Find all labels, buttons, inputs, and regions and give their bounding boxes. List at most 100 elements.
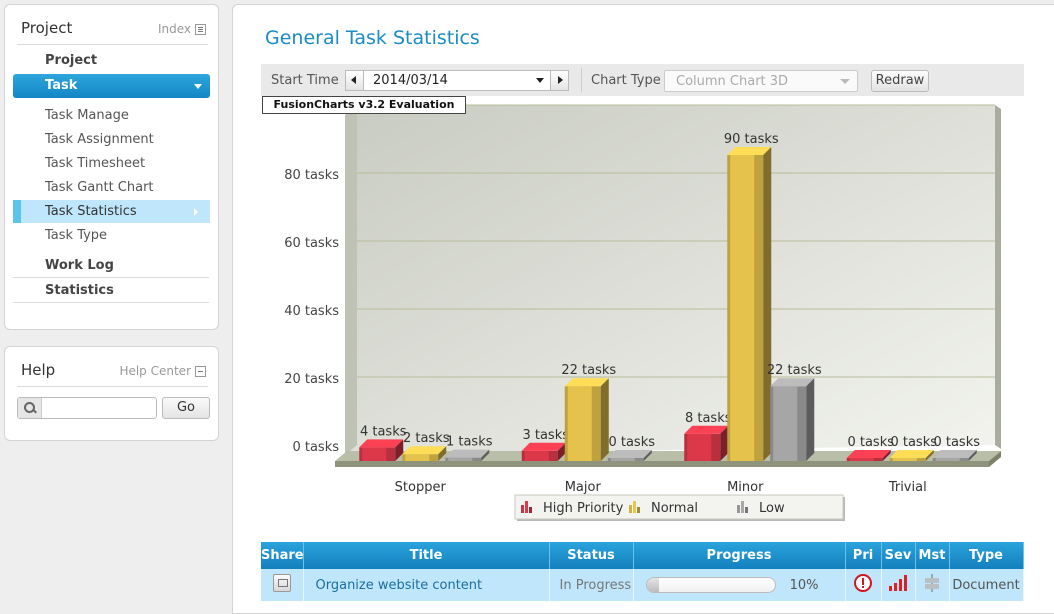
chart-type-value[interactable]: Column Chart 3D (676, 74, 789, 89)
legend-swatch-bar (741, 501, 744, 513)
bar-top (564, 378, 609, 387)
help-search-input[interactable] (17, 397, 157, 419)
bar-top (607, 450, 652, 458)
chart-bar (402, 446, 447, 461)
chart-legend (514, 494, 844, 520)
bar-top (846, 450, 891, 458)
column-header-status[interactable]: Status (549, 542, 634, 569)
help-center-link[interactable]: Help Center (119, 364, 206, 378)
calendar-dropdown-icon[interactable] (536, 78, 544, 83)
bar-top (521, 442, 566, 451)
start-time-field[interactable]: 2014/03/14 (345, 70, 569, 91)
legend-swatch-bar (629, 505, 632, 513)
column-header-type[interactable]: Type (949, 542, 1024, 569)
legend-swatch-icon (629, 501, 640, 513)
bar-front-highlight (405, 454, 430, 461)
nav-section-task[interactable]: Task (13, 74, 210, 98)
bar-side (763, 147, 772, 461)
column-header-progress[interactable]: Progress (633, 542, 846, 569)
chart-bar (359, 439, 404, 461)
data-label: 0 tasks (933, 435, 980, 450)
legend-label: Normal (651, 501, 698, 516)
chevron-down-icon[interactable] (839, 75, 851, 87)
data-label: 2 tasks (403, 431, 450, 446)
legend-label: High Priority (543, 501, 624, 516)
index-link-label[interactable]: Index (157, 22, 191, 36)
nav-section-project[interactable]: Project (45, 53, 98, 68)
data-label: 0 tasks (890, 435, 937, 450)
column-header-share[interactable]: Share (261, 542, 304, 569)
bar-front-highlight (610, 458, 635, 461)
bar-front-highlight (773, 386, 798, 461)
chart-bar (564, 378, 609, 461)
legend-swatch-bar (637, 507, 640, 513)
data-label: 1 tasks (446, 435, 493, 450)
chevron-down-icon (194, 84, 202, 89)
chart-type-select[interactable]: Column Chart 3D (664, 70, 858, 92)
task-statistics-chart: 0 tasks 20 tasks 40 tasks 60 tasks 80 tasks 1… (276, 100, 1001, 521)
bar-front-highlight (730, 155, 755, 461)
bar-top (359, 439, 404, 448)
sidebar-item-task-type[interactable]: Task Type (45, 228, 108, 243)
task-table: Share Title Status Progress Pri Sev Mst … (261, 542, 1024, 601)
category-label: Major (565, 480, 602, 495)
index-link[interactable]: Index (158, 22, 206, 36)
chart-plot-area (357, 105, 995, 445)
column-header-pri[interactable]: Pri (845, 542, 882, 569)
bar-side (395, 439, 404, 461)
share-icon[interactable] (272, 574, 291, 592)
bar-side (720, 425, 729, 461)
bar-top (402, 446, 447, 455)
data-label: 4 tasks (360, 424, 407, 439)
bar-front-highlight (935, 458, 960, 461)
column-header-mst[interactable]: Mst (915, 542, 950, 569)
nav-section-task-label[interactable]: Task (45, 78, 78, 93)
task-title-link[interactable]: Organize website content (303, 569, 550, 601)
data-label: 0 tasks (608, 435, 655, 450)
redraw-button[interactable]: Redraw (871, 70, 929, 92)
sidebar-item-task-assignment[interactable]: Task Assignment (45, 132, 154, 147)
start-time-value[interactable]: 2014/03/14 (373, 73, 448, 88)
bar-front-highlight (362, 447, 387, 461)
go-button[interactable]: Go (162, 397, 210, 419)
list-icon[interactable] (195, 23, 206, 35)
chart-bar (889, 450, 934, 461)
column-header-sev[interactable]: Sev (881, 542, 916, 569)
toolbar-divider (581, 68, 582, 92)
bar-front-highlight (687, 433, 712, 461)
data-label: 90 tasks (724, 132, 779, 147)
help-panel: Help Help Center Go (4, 346, 219, 441)
nav-section-statistics[interactable]: Statistics (13, 279, 209, 303)
data-label: 3 tasks (522, 428, 569, 443)
chart-floor-side (989, 451, 1001, 467)
nav-section-work-log[interactable]: Work Log (13, 254, 209, 278)
previous-date-button[interactable] (346, 71, 364, 90)
data-label: 22 tasks (561, 363, 616, 378)
column-header-title[interactable]: Title (303, 542, 550, 569)
progress-fill (646, 578, 660, 592)
bar-front-highlight (524, 450, 549, 461)
progress-label: 10% (789, 577, 819, 593)
chevron-right-icon (194, 208, 198, 216)
progress-bar (645, 577, 776, 593)
sidebar-item-task-manage[interactable]: Task Manage (45, 108, 129, 123)
chart-bar (770, 378, 815, 461)
help-center-link-label[interactable]: Help Center (119, 364, 191, 378)
sidebar-item-task-timesheet[interactable]: Task Timesheet (45, 156, 146, 171)
bar-top (727, 147, 772, 155)
sidebar-item-task-statistics-label[interactable]: Task Statistics (45, 204, 137, 219)
table-row[interactable]: Organize website content In Progress 10%… (261, 569, 1024, 601)
share-cell[interactable] (261, 569, 304, 601)
bar-side (925, 450, 934, 461)
sidebar-item-task-statistics[interactable]: Task Statistics (13, 200, 210, 223)
collapse-icon[interactable] (195, 365, 206, 377)
next-date-button[interactable] (550, 71, 568, 90)
severity-cell (881, 569, 916, 601)
chart-floor-front (335, 461, 989, 467)
sidebar-item-task-gantt-chart[interactable]: Task Gantt Chart (45, 180, 154, 195)
legend-swatch-icon (737, 501, 748, 513)
evaluation-badge: FusionCharts v3.2 Evaluation (262, 96, 466, 114)
bar-front-highlight (849, 458, 874, 461)
legend-swatch-bar (745, 507, 748, 513)
bar-side (643, 450, 652, 461)
